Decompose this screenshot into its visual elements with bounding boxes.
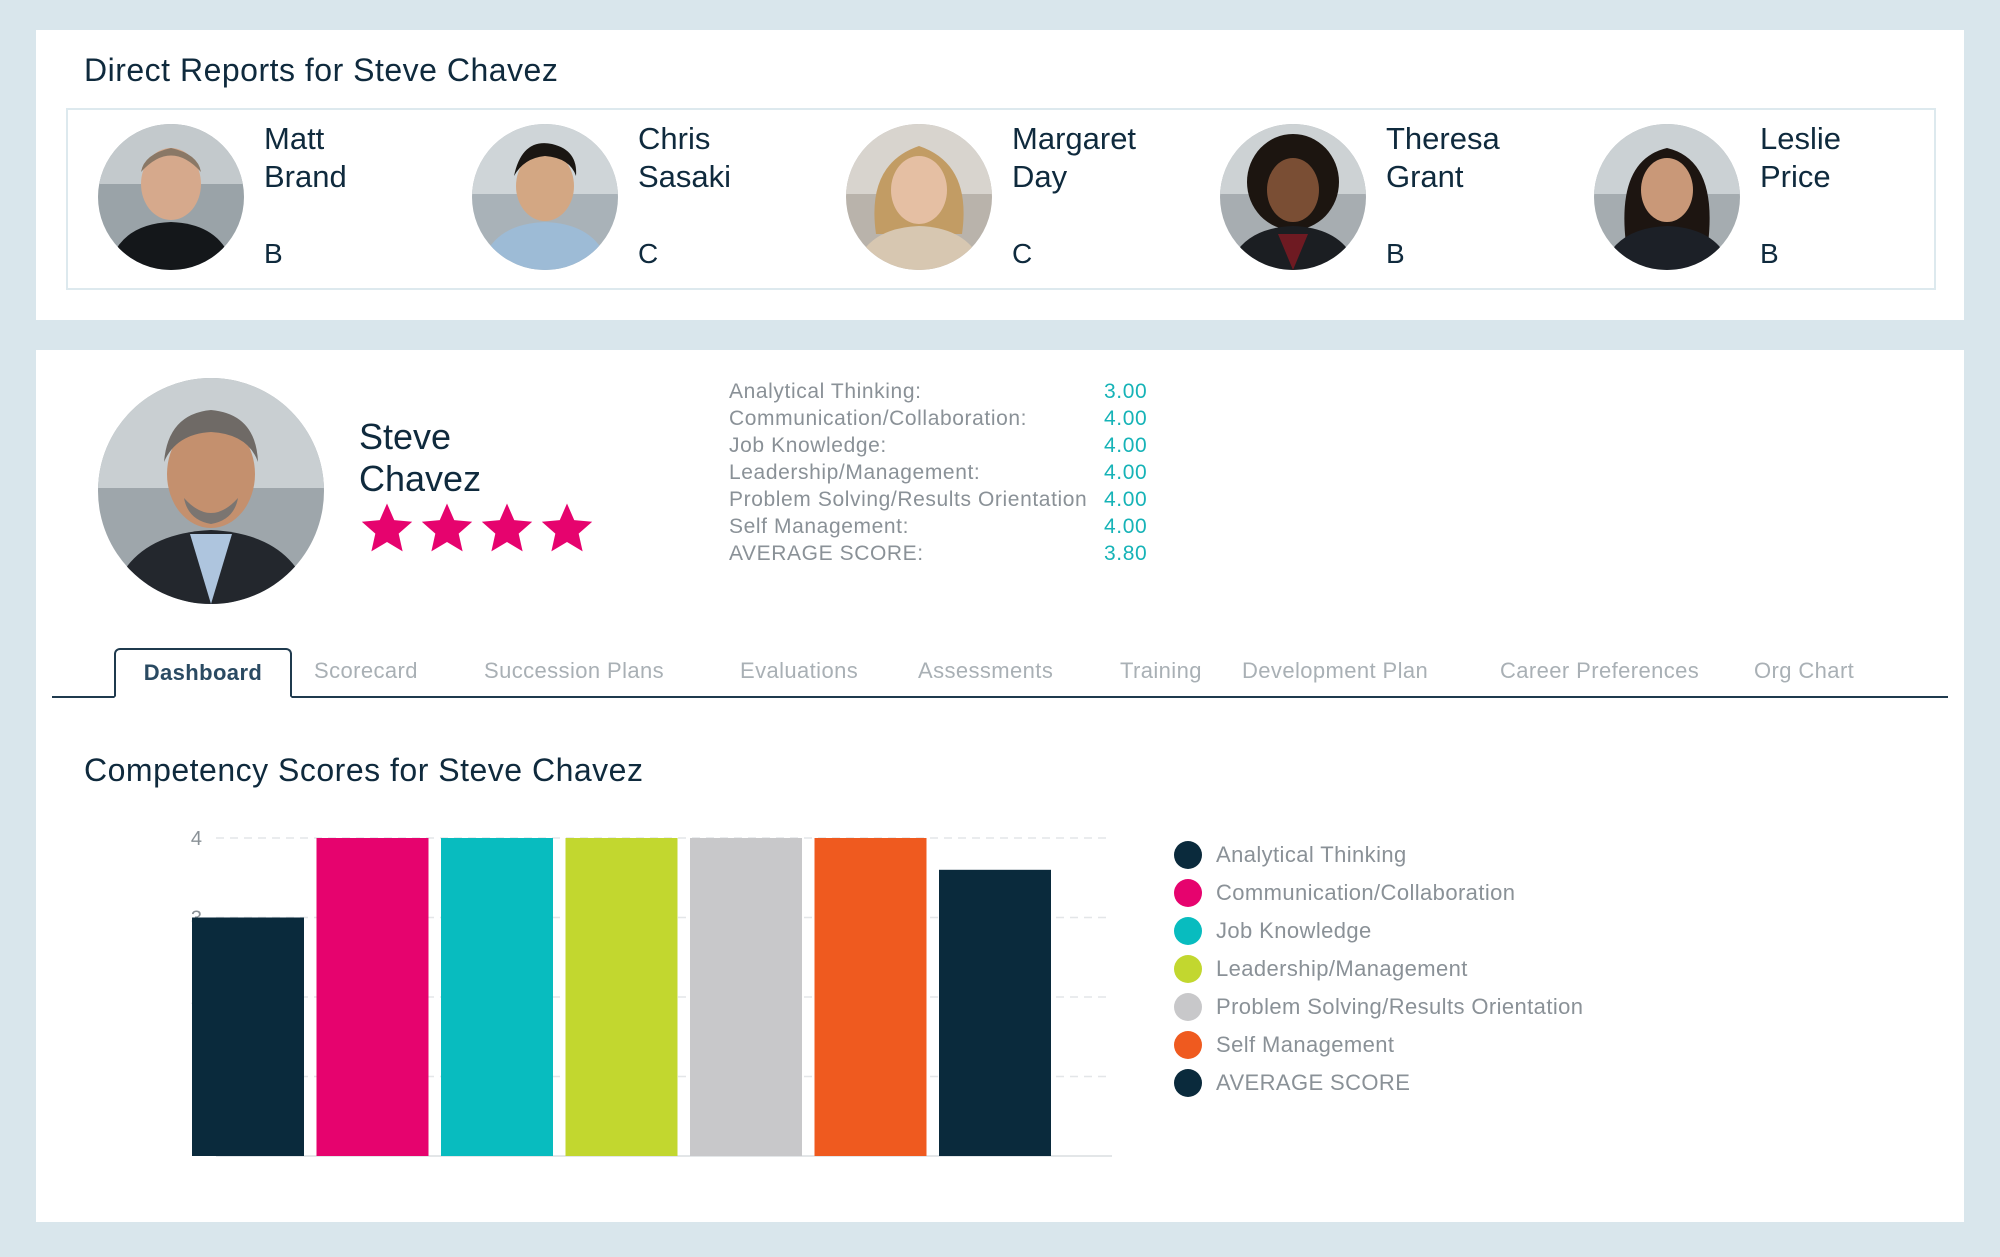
legend-swatch [1174, 1069, 1202, 1097]
legend-item[interactable]: AVERAGE SCORE [1174, 1064, 1594, 1102]
legend-swatch [1174, 993, 1202, 1021]
score-value: 4.00 [1104, 434, 1148, 457]
report-card-theresa-grant[interactable]: Theresa Grant B [1190, 110, 1550, 292]
star-icon [421, 503, 473, 552]
report-grade: B [264, 238, 283, 269]
legend-item[interactable]: Leadership/Management [1174, 950, 1594, 988]
avatar[interactable] [98, 124, 244, 270]
chart-legend: Analytical Thinking Communication/Collabo… [1174, 836, 1594, 1102]
avatar[interactable] [1220, 124, 1366, 270]
legend-label: Communication/Collaboration [1216, 880, 1516, 905]
direct-reports-panel: Direct Reports for Steve Chavez Matt Bra… [36, 30, 1964, 320]
y-tick-label: 4 [191, 828, 202, 850]
legend-swatch [1174, 879, 1202, 907]
score-row-average: AVERAGE SCORE: 3.80 [729, 540, 1189, 567]
profile-name: Steve Chavez [359, 416, 482, 499]
score-value: 4.00 [1104, 515, 1148, 538]
tab-scorecard[interactable]: Scorecard [314, 658, 418, 683]
avatar[interactable] [1594, 124, 1740, 270]
score-label: Communication/Collaboration: [729, 407, 1028, 430]
legend-label: Self Management [1216, 1032, 1395, 1057]
direct-reports-list: Matt Brand B Chris Sasaki C [66, 108, 1936, 290]
report-card-leslie-price[interactable]: Leslie Price B [1564, 110, 1924, 292]
bar-communication-collaboration[interactable] [316, 838, 429, 1156]
report-name[interactable]: Margaret Day [1012, 121, 1137, 194]
bar-average-score[interactable] [939, 869, 1051, 1156]
score-label: Leadership/Management: [729, 461, 981, 484]
tab-assessments[interactable]: Assessments [918, 658, 1054, 683]
legend-label: Job Knowledge [1216, 918, 1372, 943]
report-name[interactable]: Leslie Price [1760, 121, 1841, 194]
direct-reports-title: Direct Reports for Steve Chavez [84, 52, 559, 88]
score-row: Problem Solving/Results Orientation 4.00 [729, 486, 1189, 513]
tab-training[interactable]: Training [1120, 658, 1202, 683]
report-name[interactable]: Matt Brand [264, 121, 347, 194]
score-label: Self Management: [729, 515, 910, 538]
legend-item[interactable]: Job Knowledge [1174, 912, 1594, 950]
report-grade: B [1386, 238, 1405, 269]
report-name[interactable]: Theresa Grant [1386, 121, 1500, 194]
score-value: 4.00 [1104, 488, 1148, 511]
legend-item[interactable]: Self Management [1174, 1026, 1594, 1064]
avatar[interactable] [846, 124, 992, 270]
rating-stars [359, 500, 595, 556]
score-value: 3.80 [1104, 542, 1148, 565]
score-row: Self Management: 4.00 [729, 513, 1189, 540]
score-row: Job Knowledge: 4.00 [729, 432, 1189, 459]
bar-self-management[interactable] [814, 838, 927, 1156]
tab-development-plan[interactable]: Development Plan [1242, 658, 1429, 683]
legend-swatch [1174, 917, 1202, 945]
report-name[interactable]: Chris Sasaki [638, 121, 732, 194]
score-row: Analytical Thinking: 3.00 [729, 378, 1189, 405]
legend-swatch [1174, 955, 1202, 983]
score-row: Leadership/Management: 4.00 [729, 459, 1189, 486]
profile-tabs: Dashboard Scorecard Succession Plans Eva… [52, 648, 1948, 698]
score-value: 3.00 [1104, 380, 1148, 403]
tab-org-chart[interactable]: Org Chart [1754, 658, 1855, 683]
legend-item[interactable]: Communication/Collaboration [1174, 874, 1594, 912]
competency-bar-chart: 1234 [191, 828, 1112, 1157]
score-value: 4.00 [1104, 461, 1148, 484]
employee-profile-panel: Steve Chavez Analytical Thinking: 3.00 C… [36, 350, 1964, 1222]
tab-career-preferences[interactable]: Career Preferences [1500, 658, 1700, 683]
report-grade: C [1012, 238, 1033, 269]
avatar[interactable] [472, 124, 618, 270]
tab-succession-plans[interactable]: Succession Plans [484, 658, 665, 683]
score-label: Analytical Thinking: [729, 380, 922, 403]
report-card-matt-brand[interactable]: Matt Brand B [68, 110, 428, 292]
legend-label: Leadership/Management [1216, 956, 1468, 981]
bar-leadership-management[interactable] [565, 838, 678, 1156]
legend-label: AVERAGE SCORE [1216, 1070, 1411, 1095]
score-row: Communication/Collaboration: 4.00 [729, 405, 1189, 432]
report-card-margaret-day[interactable]: Margaret Day C [816, 110, 1176, 292]
star-icon [541, 503, 593, 552]
legend-swatch [1174, 841, 1202, 869]
legend-label: Analytical Thinking [1216, 842, 1407, 867]
bar-problem-solving-results-orientation[interactable] [690, 838, 802, 1156]
legend-swatch [1174, 1031, 1202, 1059]
bar-job-knowledge[interactable] [441, 838, 553, 1156]
report-grade: C [638, 238, 659, 269]
tab-evaluations[interactable]: Evaluations [740, 658, 859, 683]
report-grade: B [1760, 238, 1779, 269]
score-value: 4.00 [1104, 407, 1148, 430]
competency-scores-list: Analytical Thinking: 3.00 Communication/… [729, 378, 1189, 567]
report-card-chris-sasaki[interactable]: Chris Sasaki C [442, 110, 802, 292]
legend-item[interactable]: Problem Solving/Results Orientation [1174, 988, 1594, 1026]
bar-analytical-thinking[interactable] [192, 917, 304, 1157]
score-label: Job Knowledge: [729, 434, 887, 457]
star-icon [481, 503, 533, 552]
star-icon [361, 503, 413, 552]
tab-dashboard[interactable]: Dashboard [114, 648, 292, 698]
score-label: Problem Solving/Results Orientation [729, 488, 1088, 511]
chart-title: Competency Scores for Steve Chavez [84, 752, 644, 788]
legend-label: Problem Solving/Results Orientation [1216, 994, 1584, 1019]
profile-avatar [98, 378, 324, 604]
legend-item[interactable]: Analytical Thinking [1174, 836, 1594, 874]
score-label: AVERAGE SCORE: [729, 542, 924, 565]
